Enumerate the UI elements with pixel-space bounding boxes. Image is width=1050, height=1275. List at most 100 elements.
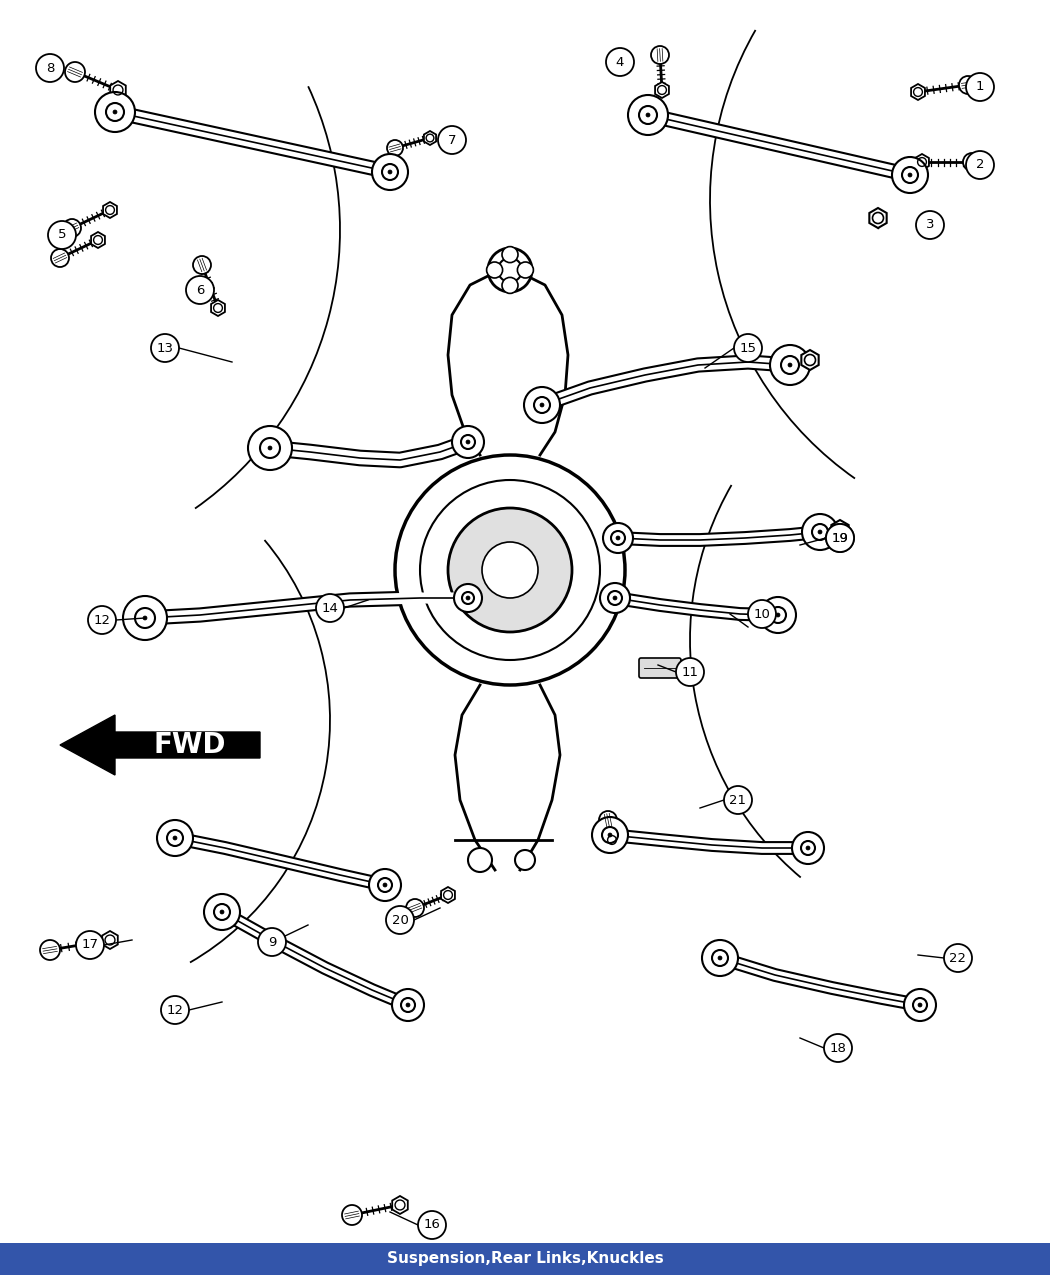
- Circle shape: [781, 356, 799, 374]
- Circle shape: [342, 1205, 362, 1225]
- FancyBboxPatch shape: [0, 1243, 1050, 1275]
- Text: 6: 6: [195, 283, 204, 297]
- Circle shape: [123, 595, 167, 640]
- Polygon shape: [869, 208, 886, 228]
- Circle shape: [914, 998, 927, 1012]
- Circle shape: [602, 827, 618, 843]
- Text: 12: 12: [167, 1003, 184, 1016]
- Polygon shape: [605, 833, 618, 848]
- Circle shape: [824, 1034, 852, 1062]
- Text: 8: 8: [46, 61, 55, 74]
- Circle shape: [113, 110, 117, 113]
- Circle shape: [518, 261, 533, 278]
- Circle shape: [204, 894, 240, 929]
- Circle shape: [963, 153, 981, 171]
- Circle shape: [826, 524, 854, 552]
- Circle shape: [462, 592, 474, 604]
- Circle shape: [65, 62, 85, 82]
- Circle shape: [611, 530, 625, 544]
- Circle shape: [801, 842, 815, 856]
- Circle shape: [770, 346, 810, 385]
- Circle shape: [734, 334, 762, 362]
- Circle shape: [608, 833, 612, 836]
- Circle shape: [498, 258, 522, 282]
- Circle shape: [316, 594, 344, 622]
- Circle shape: [902, 167, 918, 184]
- Circle shape: [387, 140, 403, 156]
- Circle shape: [613, 595, 617, 601]
- Text: 19: 19: [832, 532, 848, 544]
- Circle shape: [406, 899, 424, 917]
- Text: FWD: FWD: [153, 731, 226, 759]
- Circle shape: [452, 426, 484, 458]
- Circle shape: [812, 524, 828, 541]
- Circle shape: [135, 608, 155, 629]
- Circle shape: [702, 940, 738, 975]
- Circle shape: [802, 514, 838, 550]
- Polygon shape: [102, 931, 118, 949]
- Circle shape: [466, 595, 470, 601]
- Circle shape: [420, 479, 600, 660]
- Circle shape: [268, 446, 272, 450]
- Circle shape: [88, 606, 116, 634]
- Text: 15: 15: [739, 342, 756, 354]
- Circle shape: [486, 261, 503, 278]
- Circle shape: [616, 536, 619, 541]
- FancyBboxPatch shape: [639, 658, 681, 678]
- Circle shape: [651, 46, 669, 64]
- Circle shape: [606, 48, 634, 76]
- Circle shape: [592, 817, 628, 853]
- Circle shape: [959, 76, 977, 94]
- Circle shape: [534, 397, 550, 413]
- Circle shape: [916, 210, 944, 238]
- Polygon shape: [801, 351, 819, 370]
- Text: 16: 16: [423, 1219, 440, 1232]
- Circle shape: [378, 878, 392, 892]
- Circle shape: [258, 928, 286, 956]
- Circle shape: [646, 113, 650, 117]
- Text: 5: 5: [58, 228, 66, 241]
- Circle shape: [143, 616, 147, 620]
- Polygon shape: [911, 84, 925, 99]
- Circle shape: [51, 249, 69, 266]
- Text: 12: 12: [93, 613, 110, 626]
- Circle shape: [63, 219, 81, 237]
- Circle shape: [468, 848, 492, 872]
- Circle shape: [966, 73, 994, 101]
- Circle shape: [806, 847, 810, 850]
- Circle shape: [488, 249, 532, 292]
- Circle shape: [448, 507, 572, 632]
- Text: 13: 13: [156, 342, 173, 354]
- Text: 14: 14: [321, 602, 338, 615]
- Circle shape: [167, 830, 183, 847]
- Text: 21: 21: [730, 793, 747, 807]
- Circle shape: [818, 530, 822, 534]
- Circle shape: [260, 439, 280, 458]
- Circle shape: [151, 334, 178, 362]
- Circle shape: [186, 275, 214, 303]
- Circle shape: [392, 989, 424, 1021]
- Polygon shape: [91, 232, 105, 249]
- Circle shape: [466, 440, 470, 444]
- Circle shape: [540, 403, 544, 407]
- Circle shape: [524, 388, 560, 423]
- Circle shape: [944, 944, 972, 972]
- Polygon shape: [424, 131, 436, 145]
- Circle shape: [461, 435, 475, 449]
- Circle shape: [106, 103, 124, 121]
- Circle shape: [600, 583, 630, 613]
- Circle shape: [158, 820, 193, 856]
- Circle shape: [918, 1003, 922, 1007]
- Text: 11: 11: [681, 666, 698, 678]
- Circle shape: [514, 850, 536, 870]
- Circle shape: [383, 884, 387, 887]
- Circle shape: [608, 592, 622, 606]
- Circle shape: [369, 870, 401, 901]
- Text: 10: 10: [754, 607, 771, 621]
- Circle shape: [76, 931, 104, 959]
- Circle shape: [603, 523, 633, 553]
- Circle shape: [401, 998, 415, 1012]
- Polygon shape: [393, 1196, 407, 1214]
- Circle shape: [220, 910, 224, 914]
- Polygon shape: [211, 300, 225, 316]
